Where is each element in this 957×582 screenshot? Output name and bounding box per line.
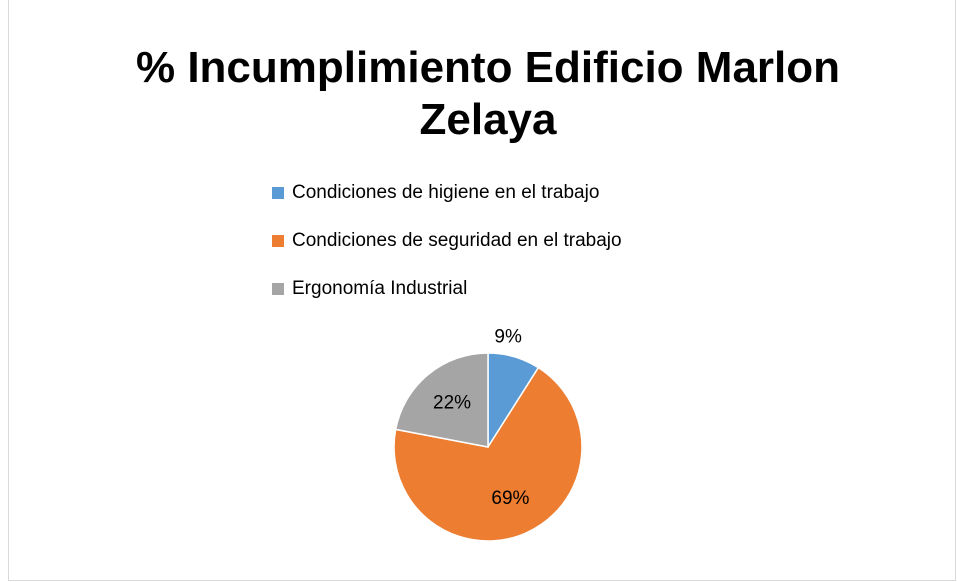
data-label: 22%	[433, 393, 471, 414]
pie-slice	[393, 366, 583, 542]
legend-swatch	[272, 235, 284, 247]
legend-swatch	[272, 283, 284, 295]
legend-label: Condiciones de seguridad en el trabajo	[292, 230, 622, 251]
legend-label: Ergonomía Industrial	[292, 278, 467, 299]
chart-title: % Incumplimiento Edificio Marlon Zelaya	[135, 43, 841, 144]
legend-label: Condiciones de higiene en el trabajo	[292, 182, 599, 203]
data-label: 9%	[494, 326, 522, 347]
pie-slice	[394, 352, 489, 448]
data-label: 69%	[491, 488, 529, 509]
chart-frame	[8, 0, 956, 581]
legend-swatch	[272, 187, 284, 199]
